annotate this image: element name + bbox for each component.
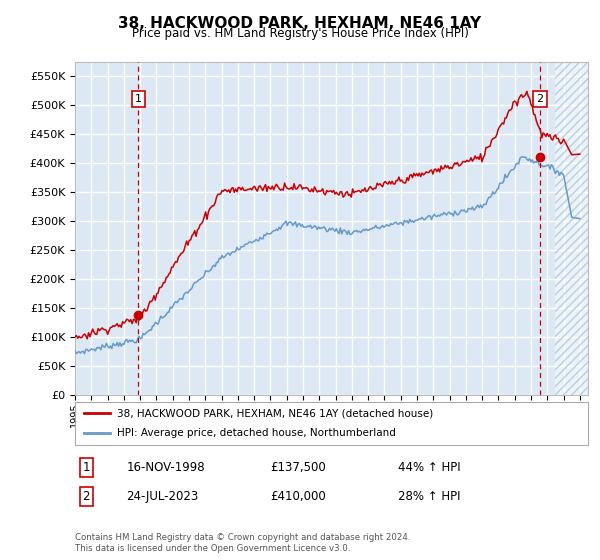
Bar <box>556 62 588 395</box>
Text: 28% ↑ HPI: 28% ↑ HPI <box>398 491 461 503</box>
Text: 24-JUL-2023: 24-JUL-2023 <box>127 491 199 503</box>
Text: 2: 2 <box>83 491 90 503</box>
Text: Price paid vs. HM Land Registry's House Price Index (HPI): Price paid vs. HM Land Registry's House … <box>131 27 469 40</box>
Text: 38, HACKWOOD PARK, HEXHAM, NE46 1AY (detached house): 38, HACKWOOD PARK, HEXHAM, NE46 1AY (det… <box>117 408 433 418</box>
Bar <box>556 62 588 395</box>
Text: 44% ↑ HPI: 44% ↑ HPI <box>398 461 461 474</box>
Text: 1: 1 <box>134 94 142 104</box>
Text: HPI: Average price, detached house, Northumberland: HPI: Average price, detached house, Nort… <box>117 428 396 438</box>
Bar <box>556 62 588 395</box>
Text: 16-NOV-1998: 16-NOV-1998 <box>127 461 205 474</box>
Text: 38, HACKWOOD PARK, HEXHAM, NE46 1AY: 38, HACKWOOD PARK, HEXHAM, NE46 1AY <box>118 16 482 31</box>
Text: Contains HM Land Registry data © Crown copyright and database right 2024.
This d: Contains HM Land Registry data © Crown c… <box>75 533 410 553</box>
Text: 2: 2 <box>536 94 544 104</box>
Text: £137,500: £137,500 <box>270 461 326 474</box>
Text: £410,000: £410,000 <box>270 491 326 503</box>
Text: 1: 1 <box>83 461 90 474</box>
